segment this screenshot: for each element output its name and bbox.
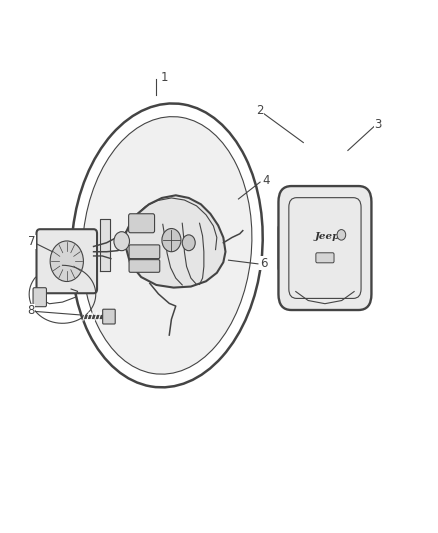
Circle shape [337,230,346,240]
Text: 4: 4 [262,174,270,187]
Text: 7: 7 [28,235,35,248]
Circle shape [114,232,130,251]
Text: 3: 3 [374,118,382,131]
Circle shape [50,241,83,281]
Text: 8: 8 [27,304,35,317]
Text: 6: 6 [260,257,268,270]
FancyBboxPatch shape [279,186,371,310]
Polygon shape [126,195,226,288]
FancyBboxPatch shape [129,260,160,272]
Polygon shape [100,219,110,271]
FancyBboxPatch shape [129,214,155,233]
Circle shape [162,229,181,252]
FancyBboxPatch shape [33,288,46,306]
Text: 1: 1 [161,71,168,84]
FancyBboxPatch shape [129,245,160,259]
FancyBboxPatch shape [102,309,115,324]
Circle shape [182,235,195,251]
FancyBboxPatch shape [36,229,97,293]
Ellipse shape [82,117,252,374]
FancyBboxPatch shape [316,253,334,263]
Text: Jeep: Jeep [314,232,340,241]
Text: 2: 2 [256,104,263,117]
FancyBboxPatch shape [278,225,296,271]
FancyBboxPatch shape [289,198,361,298]
